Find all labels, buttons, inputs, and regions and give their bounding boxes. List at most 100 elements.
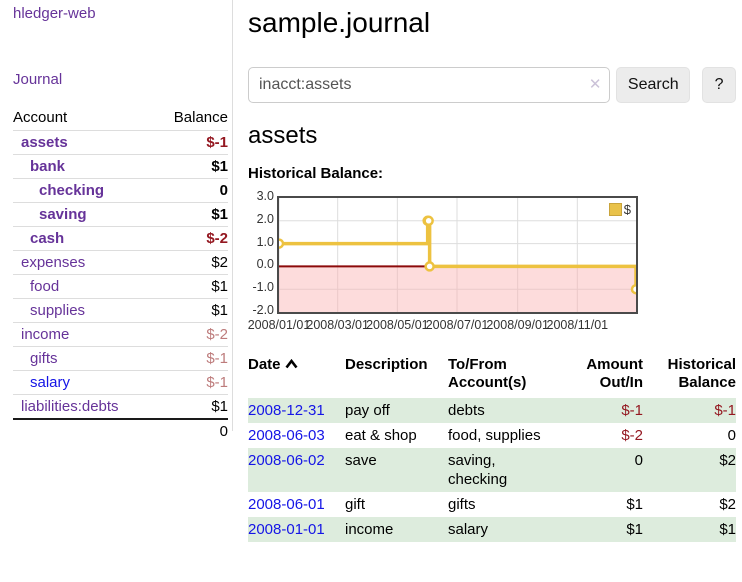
- column-header-accounts: To/From Account(s): [448, 356, 527, 391]
- transaction-balance: 0: [727, 427, 736, 444]
- account-row: gifts $-1: [13, 346, 228, 371]
- account-balance: $-2: [153, 226, 228, 251]
- account-row: bank $1: [13, 154, 228, 179]
- y-axis-tick-label: 3.0: [256, 189, 274, 203]
- accounts-total-row: 0: [13, 418, 228, 443]
- search-input[interactable]: [248, 67, 611, 103]
- transaction-balance: $2: [719, 496, 736, 513]
- y-axis-tick-label: 0.0: [256, 257, 274, 272]
- x-axis-tick-label: 2008/03/01: [306, 318, 369, 332]
- accounts-header-balance: Balance: [173, 109, 228, 126]
- sidebar-item-journal[interactable]: Journal: [13, 71, 63, 88]
- account-balance: $1: [153, 394, 228, 419]
- transaction-date-link[interactable]: 2008-06-03: [248, 423, 345, 448]
- transaction-row: 2008-06-02 save saving, checking 0 $2: [248, 448, 736, 492]
- transaction-amount: 0: [634, 452, 643, 469]
- y-axis-tick-label: 2.0: [256, 211, 274, 226]
- transaction-row: 2008-06-01 gift gifts $1 $2: [248, 492, 736, 517]
- search-form: ✕ Search ?: [248, 67, 736, 103]
- section-title: assets: [248, 122, 318, 149]
- transaction-amount: $1: [626, 496, 643, 513]
- x-axis-tick-label: 2008/05/01: [366, 318, 429, 332]
- transaction-accounts: saving, checking: [448, 452, 508, 488]
- chart-canvas: [279, 198, 636, 312]
- column-header-date[interactable]: Date: [248, 354, 345, 398]
- account-row: saving $1: [13, 202, 228, 227]
- x-axis-tick-label: 2008/11/01: [546, 318, 609, 332]
- account-row: liabilities:debts $1: [13, 394, 228, 419]
- legend-swatch-icon: [608, 203, 622, 216]
- transaction-amount: $1: [626, 521, 643, 538]
- account-link[interactable]: income: [21, 326, 70, 343]
- account-balance: $2: [153, 250, 228, 275]
- account-link[interactable]: expenses: [21, 254, 86, 271]
- search-button[interactable]: Search: [616, 67, 691, 103]
- account-link[interactable]: gifts: [30, 350, 58, 367]
- transaction-description: pay off: [345, 402, 390, 419]
- transaction-description: eat & shop: [345, 427, 417, 444]
- account-link[interactable]: bank: [30, 158, 66, 175]
- transaction-amount: $-1: [621, 402, 643, 419]
- account-balance: $-1: [153, 370, 228, 395]
- transaction-date-link[interactable]: 2008-01-01: [248, 517, 345, 542]
- account-row: assets $-1: [13, 130, 228, 155]
- transaction-date-link[interactable]: 2008-06-02: [248, 448, 345, 492]
- account-row: salary $-1: [13, 370, 228, 395]
- transaction-date-link[interactable]: 2008-06-02: [248, 452, 325, 469]
- app-brand-link[interactable]: hledger-web: [13, 5, 96, 22]
- column-header-balance: Historical Balance: [667, 356, 736, 391]
- legend-label: $: [623, 202, 631, 217]
- transactions-header-row: Date Description To/From Account(s) Amou…: [248, 354, 736, 398]
- transaction-date-link[interactable]: 2008-12-31: [248, 402, 325, 419]
- transaction-balance: $1: [719, 521, 736, 538]
- account-link[interactable]: supplies: [30, 302, 86, 319]
- sidebar: hledger-web Journal Account Balance asse…: [0, 0, 233, 443]
- transaction-date-link[interactable]: 2008-06-01: [248, 496, 325, 513]
- transaction-accounts: food, supplies: [448, 427, 541, 444]
- transaction-date-link[interactable]: 2008-12-31: [248, 398, 345, 423]
- account-row: food $1: [13, 274, 228, 299]
- y-axis-tick-label: -2.0: [252, 303, 274, 317]
- account-balance: $1: [153, 298, 228, 323]
- transaction-balance: $2: [719, 452, 736, 469]
- transaction-date-link[interactable]: 2008-06-01: [248, 492, 345, 517]
- clear-search-icon[interactable]: ✕: [588, 76, 602, 93]
- account-row: checking 0: [13, 178, 228, 203]
- transaction-accounts: salary: [448, 521, 489, 538]
- historical-balance-chart: 3.0 2.0 1.0 0.0 -1.0 -2.0 $ 2008/01/01 2008/03…: [248, 189, 736, 332]
- help-button[interactable]: ?: [702, 67, 736, 103]
- account-balance: $1: [153, 154, 228, 179]
- account-link[interactable]: food: [30, 278, 60, 295]
- account-link[interactable]: assets: [21, 134, 68, 151]
- account-balance: $-1: [153, 346, 228, 371]
- page-title: sample.journal: [248, 7, 431, 38]
- account-row: expenses $2: [13, 250, 228, 275]
- chart-legend: $: [608, 202, 631, 217]
- transaction-row: 2008-12-31 pay off debts $-1 $-1: [248, 398, 736, 423]
- x-axis-tick-label: 2008/07/01: [425, 318, 489, 332]
- account-link[interactable]: liabilities:debts: [21, 398, 119, 415]
- main-content: sample.journal ✕ Search ? assets Histori…: [248, 0, 736, 542]
- chart-title: Historical Balance:: [248, 165, 384, 182]
- transaction-description: save: [345, 452, 377, 469]
- transaction-description: income: [345, 521, 394, 538]
- account-balance: $-2: [153, 322, 228, 347]
- transaction-row: 2008-01-01 income salary $1 $1: [248, 517, 736, 542]
- column-header-description: Description: [345, 356, 428, 373]
- y-axis-tick-label: -1.0: [252, 280, 274, 295]
- account-link[interactable]: cash: [30, 230, 65, 247]
- transaction-accounts: debts: [448, 402, 485, 419]
- transactions-table: Date Description To/From Account(s) Amou…: [248, 354, 736, 542]
- column-header-amount: Amount Out/In: [586, 356, 643, 391]
- transaction-date-link[interactable]: 2008-01-01: [248, 521, 325, 538]
- accounts-total: 0: [153, 418, 228, 443]
- account-link[interactable]: checking: [39, 182, 105, 199]
- account-balance: 0: [153, 178, 228, 203]
- account-link[interactable]: salary: [30, 374, 71, 391]
- accounts-table: Account Balance assets $-1 bank $1 checking 0…: [13, 106, 228, 443]
- account-balance: $1: [153, 202, 228, 227]
- chart-plot-area: $: [277, 196, 638, 314]
- x-axis-tick-label: 2008/09/01: [486, 318, 549, 332]
- transaction-date-link[interactable]: 2008-06-03: [248, 427, 325, 444]
- account-link[interactable]: saving: [39, 206, 87, 223]
